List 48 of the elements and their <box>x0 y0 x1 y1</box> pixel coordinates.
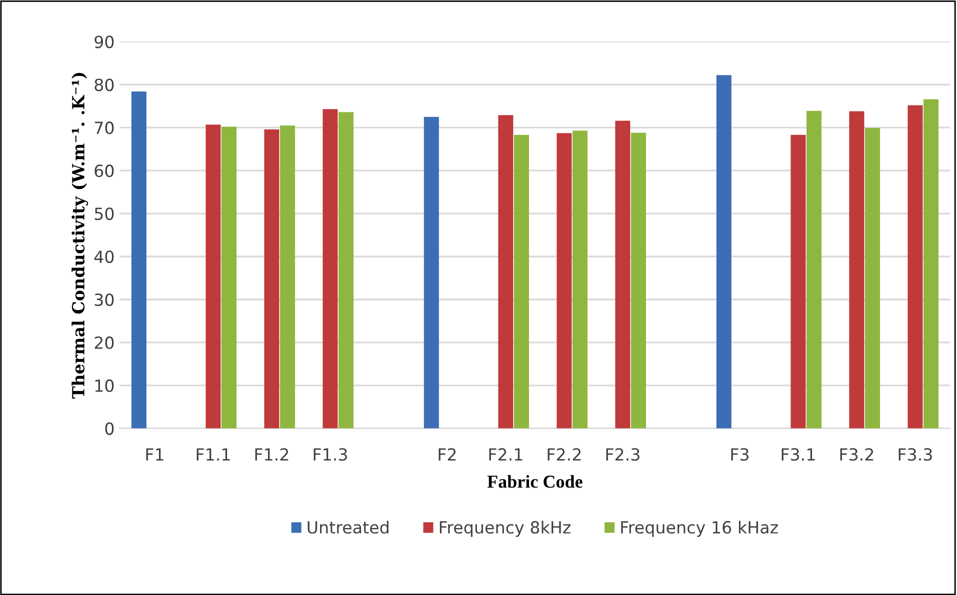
x-tick-label: F1.1 <box>196 448 230 461</box>
bar <box>338 112 354 428</box>
x-tick-label: F3.1 <box>782 448 815 461</box>
bar <box>264 129 280 428</box>
x-tick-label: F3.2 <box>840 448 874 461</box>
legend-label: Frequency 16 kHaz <box>621 520 778 537</box>
y-axis-title: Thermal Conductivity (W.m⁻¹. .K⁻¹) <box>72 72 88 399</box>
bar <box>716 75 732 428</box>
bar <box>790 134 806 428</box>
y-tick-label: 10 <box>95 379 114 392</box>
x-tick-label: F1.3 <box>314 448 347 461</box>
bar <box>514 134 530 428</box>
x-tick-label: F2.1 <box>489 448 522 461</box>
x-axis-title: Fabric Code <box>487 475 582 488</box>
bar <box>806 110 822 428</box>
bar <box>908 105 923 428</box>
x-tick-label: F2.3 <box>606 448 640 461</box>
bar <box>280 125 296 428</box>
x-tick-label: F1 <box>146 448 164 461</box>
bar <box>206 124 221 428</box>
bar <box>498 115 514 428</box>
bar <box>572 130 588 428</box>
y-tick-label: 0 <box>105 422 114 435</box>
legend-label: Untreated <box>308 520 388 534</box>
bar <box>923 99 938 428</box>
y-tick-label: 30 <box>94 293 114 306</box>
y-tick-label: 90 <box>94 36 114 48</box>
x-tick-label: F3 <box>731 448 748 461</box>
bar <box>615 120 630 428</box>
y-tick-label: 70 <box>94 122 114 134</box>
x-tick-label: F2.2 <box>548 448 581 461</box>
x-tick-label: F3.3 <box>898 448 932 461</box>
bar <box>864 128 880 428</box>
bar <box>322 109 338 428</box>
y-tick-label: 20 <box>94 336 114 350</box>
y-tick-label: 60 <box>94 164 114 178</box>
y-tick-label: 50 <box>94 208 114 220</box>
legend-label: Frequency 8kHz <box>440 520 570 537</box>
y-tick-label: 80 <box>94 78 114 92</box>
x-tick-label: F2 <box>438 448 456 461</box>
bar <box>222 126 237 428</box>
bar <box>131 92 146 428</box>
y-tick-label: 40 <box>94 250 114 264</box>
bar <box>631 132 646 428</box>
bar <box>556 133 572 428</box>
x-tick-label: F1.2 <box>255 448 288 461</box>
bar <box>849 111 864 428</box>
bar <box>424 116 439 428</box>
